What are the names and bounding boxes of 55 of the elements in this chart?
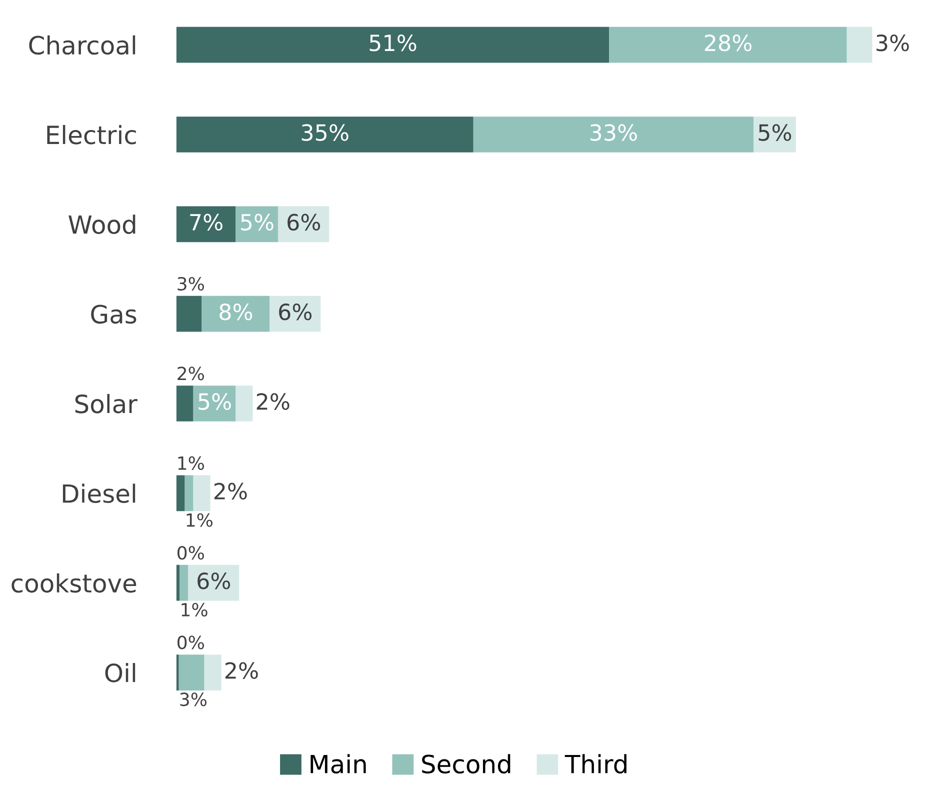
y-tick-label: Gas bbox=[91, 304, 136, 324]
data-label: 2% bbox=[225, 662, 258, 679]
bar bbox=[176, 654, 179, 690]
bar bbox=[176, 386, 194, 422]
data-label: 1% bbox=[186, 513, 212, 527]
data-label: 6% bbox=[279, 303, 312, 320]
bar bbox=[846, 26, 872, 63]
data-label: 33% bbox=[590, 124, 637, 141]
bar bbox=[176, 296, 202, 332]
data-label: 6% bbox=[198, 572, 230, 590]
bar bbox=[176, 475, 185, 512]
bar bbox=[473, 116, 754, 152]
data-label: 1% bbox=[178, 456, 204, 470]
data-label: 2% bbox=[256, 393, 290, 410]
data-label: 2% bbox=[214, 482, 247, 500]
data-label: 5% bbox=[758, 124, 792, 141]
data-label: 8% bbox=[220, 303, 252, 320]
data-label: 3% bbox=[180, 692, 207, 706]
data-label: 1% bbox=[182, 602, 208, 617]
bar bbox=[184, 475, 194, 512]
bar bbox=[193, 475, 210, 512]
bar bbox=[180, 564, 188, 601]
data-label: 28% bbox=[704, 34, 752, 52]
data-label: 3% bbox=[178, 276, 204, 291]
bar bbox=[176, 26, 610, 63]
data-label: 35% bbox=[302, 124, 348, 141]
bar bbox=[609, 26, 847, 63]
legend-label: Main bbox=[310, 754, 366, 774]
bar bbox=[178, 654, 204, 690]
y-tick-label: cookstove bbox=[12, 573, 136, 593]
bar bbox=[270, 296, 321, 332]
data-label: 0% bbox=[178, 546, 204, 560]
bar bbox=[236, 386, 253, 422]
y-tick-label: Solar bbox=[75, 394, 138, 414]
bar bbox=[176, 116, 474, 152]
bar bbox=[278, 206, 330, 242]
y-tick-label: Wood bbox=[68, 214, 136, 234]
data-label: 5% bbox=[241, 214, 274, 231]
bar bbox=[188, 564, 240, 601]
data-label: 51% bbox=[370, 34, 416, 52]
y-tick-label: Charcoal bbox=[29, 35, 136, 55]
bar bbox=[176, 206, 236, 242]
data-label: 5% bbox=[198, 393, 231, 410]
data-label: 3% bbox=[876, 34, 909, 52]
data-label: 6% bbox=[288, 214, 320, 231]
y-tick-label: Diesel bbox=[62, 484, 136, 504]
data-label: 2% bbox=[178, 366, 204, 380]
bar bbox=[202, 296, 270, 332]
legend-label: Third bbox=[564, 754, 626, 774]
y-tick-label: Electric bbox=[47, 125, 136, 144]
data-label: 0% bbox=[178, 636, 204, 650]
legend-label: Second bbox=[422, 754, 510, 774]
data-label: 7% bbox=[190, 214, 222, 231]
y-tick-label: Oil bbox=[105, 663, 136, 682]
bar bbox=[204, 654, 222, 690]
